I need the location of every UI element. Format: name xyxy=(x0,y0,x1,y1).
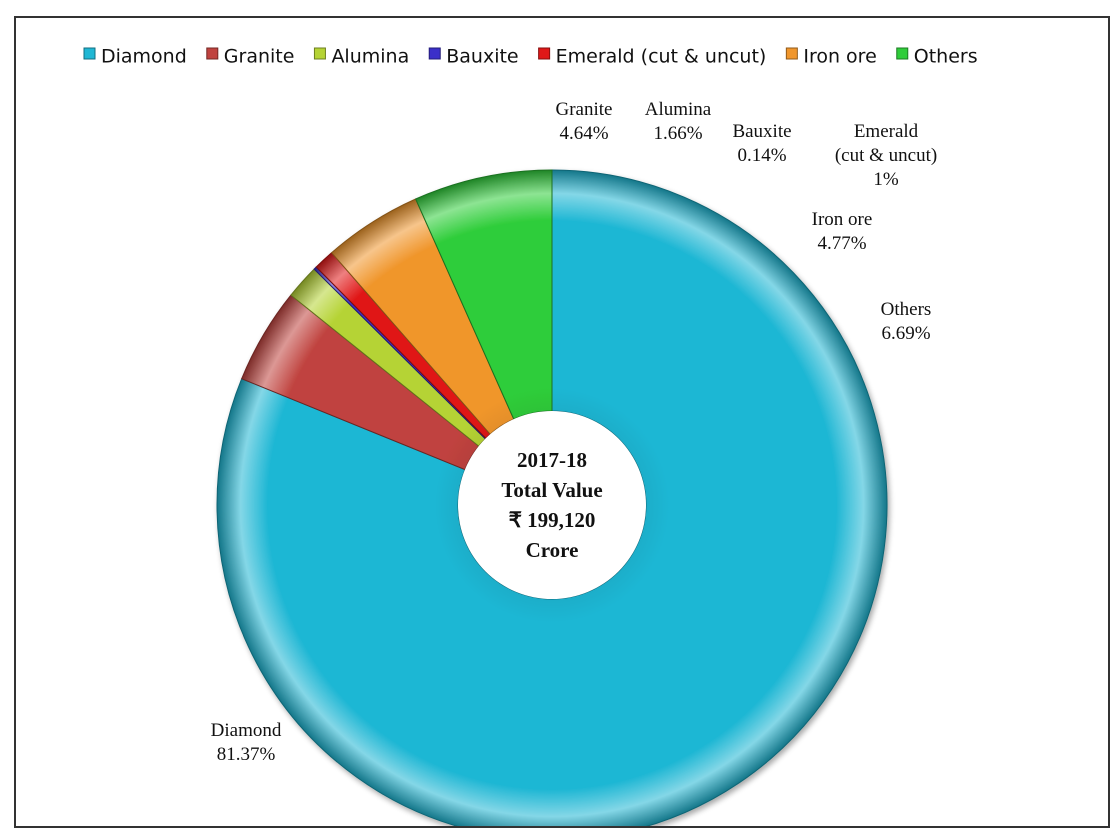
center-label: 2017-18 Total Value ₹ 199,120 Crore xyxy=(458,411,646,599)
chart-svg: Diamond Granite Alumina Bauxite Emerald (cut… xyxy=(83,46,978,826)
center-label-line-2: Total Value xyxy=(501,478,602,502)
legend-label-others: Others xyxy=(914,46,978,68)
data-label-others: Others 6.69% xyxy=(881,299,932,344)
doughnut-hole xyxy=(458,411,646,599)
legend-swatch-granite xyxy=(206,47,219,60)
legend-swatch-alumina xyxy=(313,47,326,60)
chart-frame: Diamond Granite Alumina Bauxite Emerald (cut… xyxy=(14,16,1110,828)
legend-label-diamond: Diamond xyxy=(101,46,187,68)
doughnut-slices xyxy=(216,169,888,826)
data-label-diamond: Diamond 81.37% xyxy=(211,720,282,765)
legend-label-bauxite: Bauxite xyxy=(446,46,518,68)
legend-swatch-iron-ore xyxy=(785,47,798,60)
data-label-iron-ore: Iron ore 4.77% xyxy=(812,209,873,254)
data-label-alumina: Alumina 1.66% xyxy=(645,99,712,144)
legend-label-iron-ore: Iron ore xyxy=(803,46,876,68)
data-labels: Diamond 81.37% Granite 4.64% Alumina 1.66% Bau… xyxy=(211,99,938,765)
legend-swatch-bauxite xyxy=(428,47,441,60)
legend-label-emerald-cut-uncut: Emerald (cut & uncut) xyxy=(556,46,767,68)
data-label-granite: Granite 4.64% xyxy=(556,99,613,144)
legend-label-alumina: Alumina xyxy=(331,46,409,68)
legend: Diamond Granite Alumina Bauxite Emerald (cut… xyxy=(83,46,978,68)
center-label-line-3: ₹ 199,120 xyxy=(509,508,596,532)
legend-swatch-others xyxy=(896,47,909,60)
legend-swatch-diamond xyxy=(83,47,96,60)
center-label-line-1: 2017-18 xyxy=(517,448,587,472)
center-label-line-4: Crore xyxy=(526,538,579,562)
legend-swatch-emerald-cut-uncut xyxy=(538,47,551,60)
legend-label-granite: Granite xyxy=(224,46,295,68)
data-label-emerald-cut-uncut: Emerald (cut & uncut) 1% xyxy=(835,121,937,190)
data-label-bauxite: Bauxite 0.14% xyxy=(732,121,791,166)
